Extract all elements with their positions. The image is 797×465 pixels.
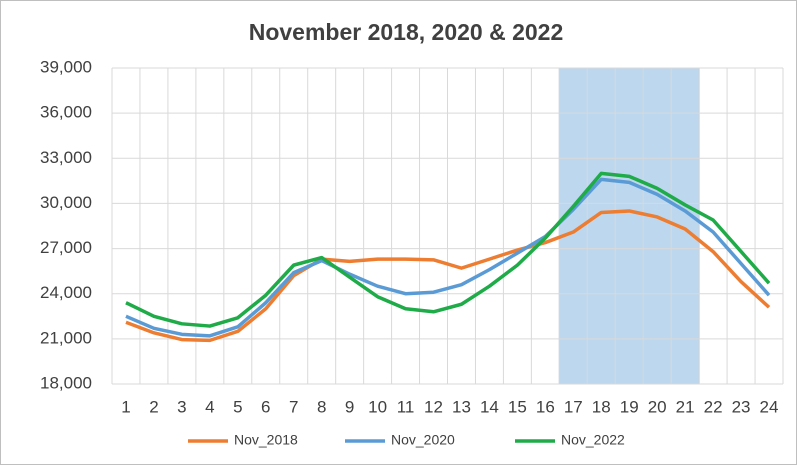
y-tick-label: 30,000 bbox=[40, 193, 92, 212]
y-tick-label: 24,000 bbox=[40, 283, 92, 302]
x-tick-label: 16 bbox=[536, 397, 555, 416]
series-line bbox=[125, 209, 771, 343]
x-tick-label: 4 bbox=[205, 397, 214, 416]
series-line bbox=[125, 171, 771, 328]
x-tick-label: 2 bbox=[149, 397, 158, 416]
x-tick-label: 5 bbox=[233, 397, 242, 416]
x-tick-label: 12 bbox=[424, 397, 443, 416]
x-tick-label: 18 bbox=[592, 397, 611, 416]
x-tick-label: 22 bbox=[704, 397, 723, 416]
x-tick-label: 20 bbox=[648, 397, 667, 416]
x-tick-label: 21 bbox=[676, 397, 695, 416]
x-tick-label: 8 bbox=[317, 397, 326, 416]
x-tick-label: 7 bbox=[289, 397, 298, 416]
x-tick-label: 6 bbox=[261, 397, 270, 416]
x-tick-label: 1 bbox=[121, 397, 130, 416]
y-tick-label: 36,000 bbox=[40, 103, 92, 122]
series-line bbox=[125, 177, 771, 338]
x-tick-label: 11 bbox=[397, 397, 415, 416]
x-tick-label: 3 bbox=[177, 397, 186, 416]
legend-label: Nov_2020 bbox=[391, 432, 455, 448]
x-tick-label: 24 bbox=[760, 397, 779, 416]
x-tick-label: 15 bbox=[508, 397, 527, 416]
legend-label: Nov_2022 bbox=[561, 432, 625, 448]
legend-label: Nov_2018 bbox=[234, 432, 298, 448]
y-tick-label: 18,000 bbox=[40, 373, 92, 392]
chart-title: November 2018, 2020 & 2022 bbox=[249, 19, 564, 45]
y-tick-label: 33,000 bbox=[40, 148, 92, 167]
x-tick-label: 17 bbox=[564, 397, 583, 416]
x-tick-label: 14 bbox=[480, 397, 499, 416]
x-tick-label: 9 bbox=[345, 397, 354, 416]
y-tick-label: 21,000 bbox=[40, 328, 92, 347]
x-tick-label: 23 bbox=[732, 397, 751, 416]
y-tick-label: 39,000 bbox=[40, 57, 92, 76]
x-tick-label: 10 bbox=[368, 397, 387, 416]
x-tick-label: 19 bbox=[620, 397, 639, 416]
x-tick-label: 13 bbox=[452, 397, 471, 416]
y-tick-label: 27,000 bbox=[40, 238, 92, 257]
